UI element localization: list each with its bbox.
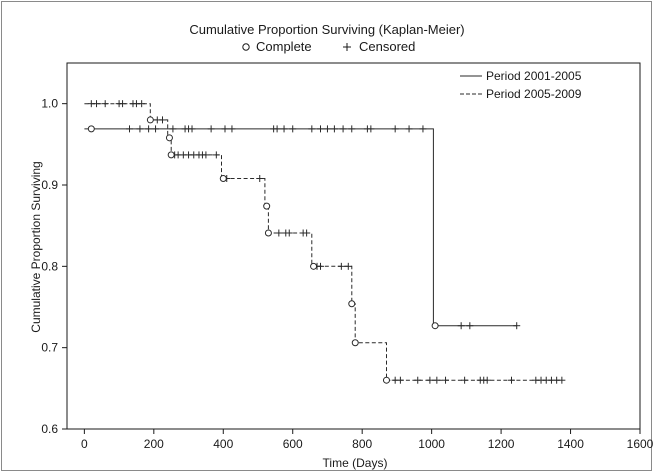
complete-event-point: [351, 339, 359, 347]
series-2: [84, 100, 566, 384]
subtitle-complete-label: Complete: [256, 39, 312, 54]
complete-event-point: [310, 262, 318, 270]
censored-mark: [273, 125, 281, 133]
x-tick-label: 1600: [627, 437, 654, 451]
x-axis: 0 200 400 600 800 1000 1200 1400 1600: [81, 429, 654, 451]
censored-mark: [275, 229, 283, 237]
censored-mark: [433, 376, 441, 384]
legend: Period 2001-2005 Period 2005-2009: [460, 69, 582, 101]
censored-mark: [212, 151, 220, 159]
complete-event-point: [219, 174, 227, 182]
censored-mark: [207, 125, 215, 133]
y-tick-label: 0.8: [41, 259, 58, 273]
censored-mark: [188, 125, 196, 133]
censored-mark: [508, 376, 516, 384]
y-axis: 0.6 0.7 0.8 0.9 1.0: [41, 97, 67, 436]
complete-event-point: [264, 229, 272, 237]
complete-event-point: [146, 116, 154, 124]
censored-mark: [169, 125, 177, 133]
y-axis-label: Cumulative Proportion Surviving: [29, 161, 43, 332]
censored-mark: [461, 376, 469, 384]
x-tick-label: 200: [144, 437, 164, 451]
x-tick-label: 1400: [557, 437, 584, 451]
censored-mark: [367, 125, 375, 133]
censored-mark: [308, 125, 316, 133]
x-tick-label: 800: [352, 437, 372, 451]
censored-mark: [513, 322, 521, 330]
subtitle-censored-label: Censored: [359, 39, 415, 54]
censored-mark: [330, 125, 338, 133]
complete-event-point: [167, 151, 175, 159]
x-axis-label: Time (Days): [323, 456, 388, 470]
censored-mark: [344, 262, 352, 270]
censored-mark: [289, 125, 297, 133]
x-tick-label: 1200: [488, 437, 515, 451]
y-tick-label: 0.9: [41, 178, 58, 192]
censored-mark: [202, 151, 210, 159]
censored-mark: [348, 125, 356, 133]
censored-symbol-icon: [343, 43, 351, 51]
complete-event-point: [431, 322, 439, 330]
censored-mark: [442, 376, 450, 384]
censored-mark: [339, 125, 347, 133]
censored-mark: [396, 376, 404, 384]
censored-mark: [317, 262, 325, 270]
y-tick-label: 0.6: [41, 422, 58, 436]
complete-event-point: [87, 125, 95, 133]
legend-label-series-2: Period 2005-2009: [486, 87, 582, 101]
censored-mark: [426, 376, 434, 384]
y-tick-label: 0.7: [41, 341, 58, 355]
chart-title: Cumulative Proportion Surviving (Kaplan-…: [189, 22, 464, 37]
censored-mark: [221, 125, 229, 133]
censored-mark: [119, 100, 127, 108]
x-tick-label: 0: [81, 437, 88, 451]
censored-mark: [93, 100, 101, 108]
x-tick-label: 400: [213, 437, 233, 451]
series-1: [84, 125, 521, 330]
survival-step-line: [84, 128, 517, 327]
censored-mark: [558, 376, 566, 384]
censored-mark: [317, 125, 325, 133]
series-layer: [84, 100, 566, 384]
censored-mark: [466, 322, 474, 330]
censored-mark: [391, 125, 399, 133]
y-tick-label: 1.0: [41, 97, 58, 111]
x-tick-label: 1000: [418, 437, 445, 451]
censored-mark: [138, 100, 146, 108]
censored-mark: [136, 125, 144, 133]
censored-mark: [419, 125, 427, 133]
censored-mark: [152, 125, 160, 133]
censored-mark: [145, 125, 153, 133]
censored-mark: [457, 322, 465, 330]
censored-mark: [337, 262, 345, 270]
censored-mark: [228, 125, 236, 133]
censored-mark: [405, 125, 413, 133]
complete-symbol-icon: [242, 43, 250, 51]
censored-mark: [323, 125, 331, 133]
censored-mark: [483, 376, 491, 384]
plot-area: [66, 62, 641, 430]
x-tick-label: 600: [283, 437, 303, 451]
censored-mark: [159, 116, 166, 124]
complete-event-point: [348, 300, 356, 308]
censored-mark: [414, 376, 422, 384]
complete-event-point: [165, 134, 173, 142]
censored-mark: [280, 125, 288, 133]
censored-mark: [101, 100, 109, 108]
legend-label-series-1: Period 2001-2005: [486, 69, 582, 83]
censored-mark: [285, 229, 293, 237]
censored-mark: [303, 229, 311, 237]
censored-mark: [256, 174, 264, 182]
censored-mark: [126, 125, 134, 133]
complete-event-point: [263, 202, 271, 210]
complete-event-point: [382, 376, 390, 384]
survival-step-line: [84, 103, 562, 381]
